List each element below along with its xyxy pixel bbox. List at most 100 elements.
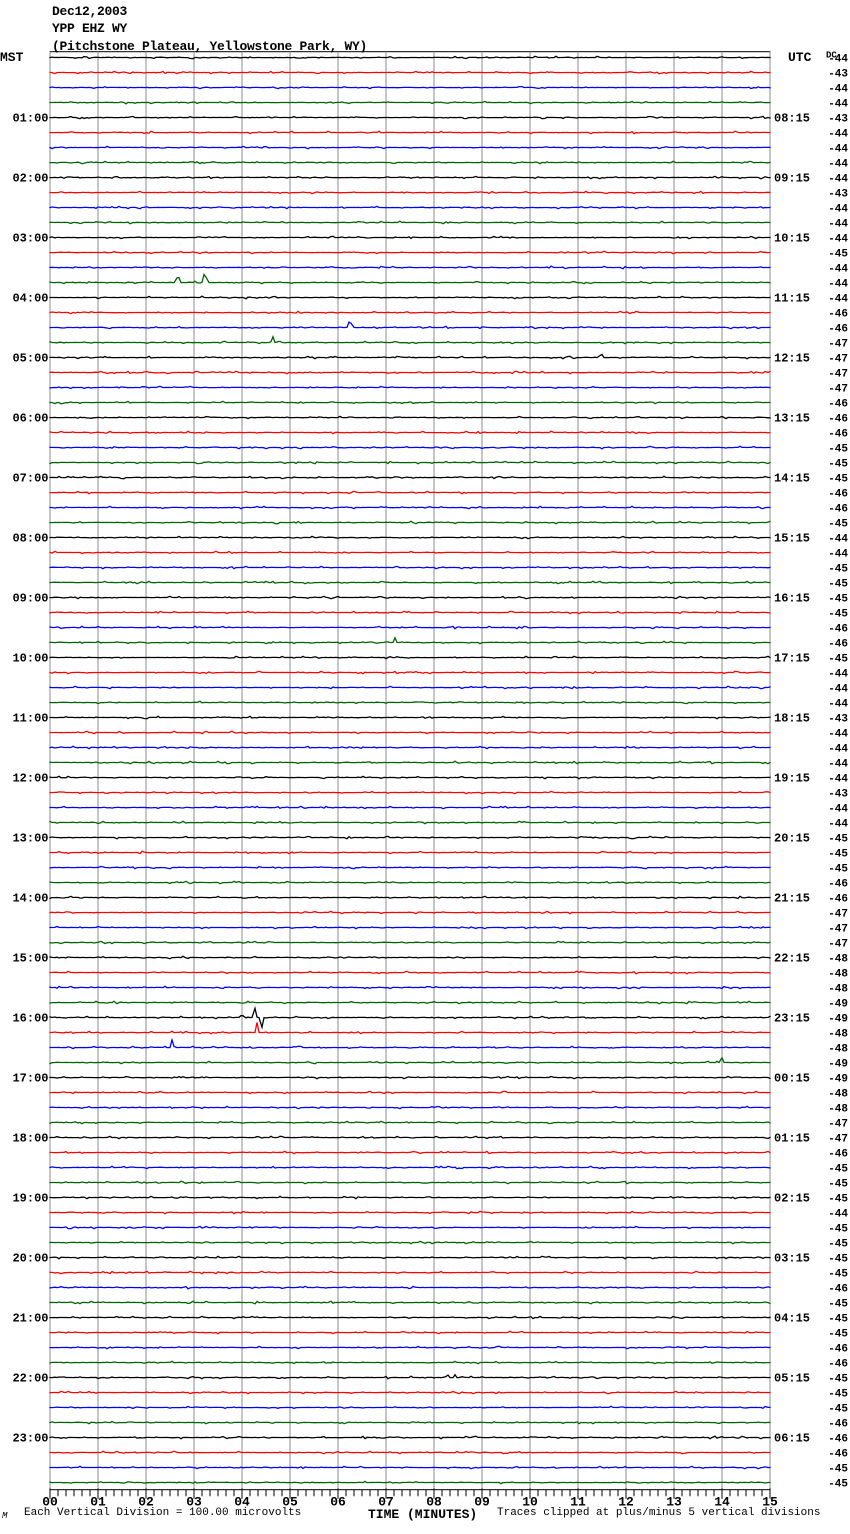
svg-text:18:15: 18:15	[774, 712, 810, 726]
svg-text:05: 05	[282, 1495, 298, 1510]
svg-text:-44: -44	[828, 728, 848, 740]
svg-text:-45: -45	[828, 653, 848, 665]
svg-text:08:00: 08:00	[12, 532, 48, 546]
svg-text:09:15: 09:15	[774, 172, 810, 186]
svg-text:12: 12	[618, 1495, 634, 1510]
svg-text:12:15: 12:15	[774, 352, 810, 366]
svg-text:-44: -44	[828, 818, 848, 830]
svg-text:-45: -45	[828, 1328, 848, 1340]
svg-text:-47: -47	[828, 383, 848, 395]
svg-text:-45: -45	[828, 1253, 848, 1265]
svg-text:-44: -44	[828, 203, 848, 215]
svg-text:-45: -45	[828, 1313, 848, 1325]
svg-text:10:00: 10:00	[12, 652, 48, 666]
svg-text:-46: -46	[828, 1433, 848, 1445]
svg-text:-45: -45	[828, 1178, 848, 1190]
svg-text:11:15: 11:15	[774, 292, 810, 306]
svg-text:-46: -46	[828, 413, 848, 425]
svg-text:-46: -46	[828, 398, 848, 410]
svg-text:-44: -44	[828, 743, 848, 755]
svg-text:-44: -44	[828, 698, 848, 710]
svg-text:21:00: 21:00	[12, 1312, 48, 1326]
svg-text:05:15: 05:15	[774, 1372, 810, 1386]
svg-text:-48: -48	[828, 1043, 848, 1055]
svg-text:-45: -45	[828, 443, 848, 455]
svg-text:-46: -46	[828, 323, 848, 335]
svg-text:-47: -47	[828, 353, 848, 365]
svg-text:-46: -46	[828, 428, 848, 440]
svg-text:-45: -45	[828, 833, 848, 845]
svg-text:-47: -47	[828, 1118, 848, 1130]
svg-text:-46: -46	[828, 1418, 848, 1430]
svg-text:-44: -44	[828, 158, 848, 170]
svg-text:-44: -44	[828, 683, 848, 695]
svg-text:17:00: 17:00	[12, 1072, 48, 1086]
svg-text:-44: -44	[828, 173, 848, 185]
svg-text:-46: -46	[828, 503, 848, 515]
svg-text:-44: -44	[828, 1208, 848, 1220]
svg-text:17:15: 17:15	[774, 652, 810, 666]
svg-text:-45: -45	[828, 563, 848, 575]
svg-text:-43: -43	[828, 113, 848, 125]
svg-text:-45: -45	[828, 1478, 848, 1490]
svg-text:14:00: 14:00	[12, 892, 48, 906]
svg-text:-45: -45	[828, 578, 848, 590]
svg-text:23:00: 23:00	[12, 1432, 48, 1446]
svg-text:DC: DC	[826, 51, 837, 61]
svg-text:00:15: 00:15	[774, 1072, 810, 1086]
svg-text:-45: -45	[828, 863, 848, 875]
svg-text:09:00: 09:00	[12, 592, 48, 606]
svg-text:-48: -48	[828, 1103, 848, 1115]
svg-text:20:00: 20:00	[12, 1252, 48, 1266]
svg-text:-45: -45	[828, 248, 848, 260]
svg-text:07:00: 07:00	[12, 472, 48, 486]
svg-text:-45: -45	[828, 608, 848, 620]
svg-text:-46: -46	[828, 893, 848, 905]
svg-text:11:00: 11:00	[12, 712, 48, 726]
svg-text:-48: -48	[828, 968, 848, 980]
svg-text:14:15: 14:15	[774, 472, 810, 486]
svg-text:-44: -44	[828, 758, 848, 770]
svg-text:-46: -46	[828, 1448, 848, 1460]
svg-text:16:15: 16:15	[774, 592, 810, 606]
svg-text:15:00: 15:00	[12, 952, 48, 966]
svg-text:01:00: 01:00	[12, 112, 48, 126]
svg-text:14: 14	[714, 1495, 730, 1510]
svg-text:-45: -45	[828, 1298, 848, 1310]
svg-text:19:15: 19:15	[774, 772, 810, 786]
svg-text:-45: -45	[828, 1223, 848, 1235]
svg-text:06:00: 06:00	[12, 412, 48, 426]
svg-text:-45: -45	[828, 1268, 848, 1280]
svg-text:-45: -45	[828, 593, 848, 605]
svg-text:-47: -47	[828, 938, 848, 950]
svg-text:02:15: 02:15	[774, 1192, 810, 1206]
svg-text:-46: -46	[828, 308, 848, 320]
svg-text:-44: -44	[828, 803, 848, 815]
svg-text:13:00: 13:00	[12, 832, 48, 846]
svg-text:-44: -44	[828, 773, 848, 785]
svg-text:-45: -45	[828, 1463, 848, 1475]
svg-text:-44: -44	[828, 293, 848, 305]
svg-text:09: 09	[474, 1495, 490, 1510]
svg-text:-44: -44	[828, 218, 848, 230]
svg-text:-47: -47	[828, 908, 848, 920]
svg-text:04: 04	[234, 1495, 250, 1510]
svg-text:-46: -46	[828, 1283, 848, 1295]
svg-text:-44: -44	[828, 233, 848, 245]
svg-text:-48: -48	[828, 953, 848, 965]
svg-text:-45: -45	[828, 1403, 848, 1415]
svg-text:03:15: 03:15	[774, 1252, 810, 1266]
svg-text:-44: -44	[828, 263, 848, 275]
svg-text:02: 02	[138, 1495, 154, 1510]
svg-text:16:00: 16:00	[12, 1012, 48, 1026]
svg-text:00: 00	[42, 1495, 58, 1510]
svg-text:-46: -46	[828, 1148, 848, 1160]
svg-text:02:00: 02:00	[12, 172, 48, 186]
svg-text:-45: -45	[828, 1163, 848, 1175]
svg-text:01: 01	[90, 1495, 106, 1510]
svg-text:08:15: 08:15	[774, 112, 810, 126]
svg-text:-45: -45	[828, 458, 848, 470]
svg-text:-48: -48	[828, 1088, 848, 1100]
svg-text:-49: -49	[828, 1013, 848, 1025]
svg-text:13:15: 13:15	[774, 412, 810, 426]
